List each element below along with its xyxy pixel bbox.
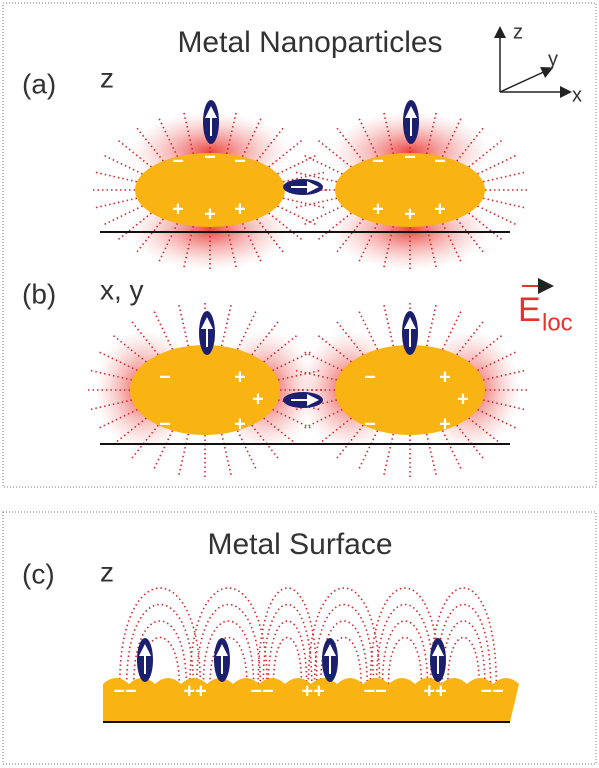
field-line [222,302,232,346]
axis-label: x [572,84,582,106]
charge: ++ [423,680,446,702]
panel-label: (c) [22,558,55,589]
charge: − [204,146,216,168]
charge: + [404,203,416,225]
field-line [178,302,188,346]
field-line [377,605,434,685]
charge: − [172,150,184,172]
charge: − [372,150,384,172]
charge: −− [480,680,503,702]
charge: −− [363,680,386,702]
charge: + [439,366,451,388]
field-line [383,434,393,478]
charge: − [234,150,246,172]
charge: + [234,198,246,220]
charge: + [204,203,216,225]
charge: + [252,388,264,410]
panel-title: Metal Surface [207,528,392,561]
field-line [263,605,311,685]
charge: + [439,413,451,435]
field-line [483,172,527,182]
field-symbol: E [518,291,541,329]
field-line [483,198,527,208]
charge: + [457,388,469,410]
field-line [427,302,437,346]
charge: −− [250,680,273,702]
field-line [120,588,201,684]
field-line [308,588,379,684]
panel-label: (b) [22,278,56,309]
axis-label: y [548,48,558,70]
field-line [93,198,137,208]
charge: ++ [301,680,324,702]
charge: + [434,198,446,220]
field-line [93,172,137,182]
charge: − [159,413,171,435]
field-line [389,638,422,685]
charge: − [159,366,171,388]
field-subscript: loc [542,309,573,336]
charge: − [364,366,376,388]
charge: + [372,198,384,220]
field-line [222,434,232,478]
charge: −− [113,680,136,702]
charge: + [172,198,184,220]
field-line [178,434,188,478]
panel-title: Metal Nanoparticles [177,26,442,59]
panel-label: (a) [22,68,56,99]
axes-icon: z y x [500,21,582,106]
charge: − [364,413,376,435]
field-line [127,605,194,685]
field-line [448,638,479,685]
charge: − [434,150,446,172]
field-line [283,198,327,208]
field-line [273,638,301,685]
field-line [427,434,437,478]
charge: − [404,146,416,168]
charge: + [234,413,246,435]
polarization: x, y [100,274,144,305]
field-label: E loc [518,286,573,336]
polarization: z [100,62,114,93]
charge: + [234,366,246,388]
charge: ++ [183,680,206,702]
polarization: z [100,556,114,587]
field-line [293,198,337,208]
figure: −−−+++−−−+++−−+++−−+++−−++−−++−−++−− Met… [0,0,599,768]
axis-label: z [513,21,523,43]
field-line [383,302,393,346]
